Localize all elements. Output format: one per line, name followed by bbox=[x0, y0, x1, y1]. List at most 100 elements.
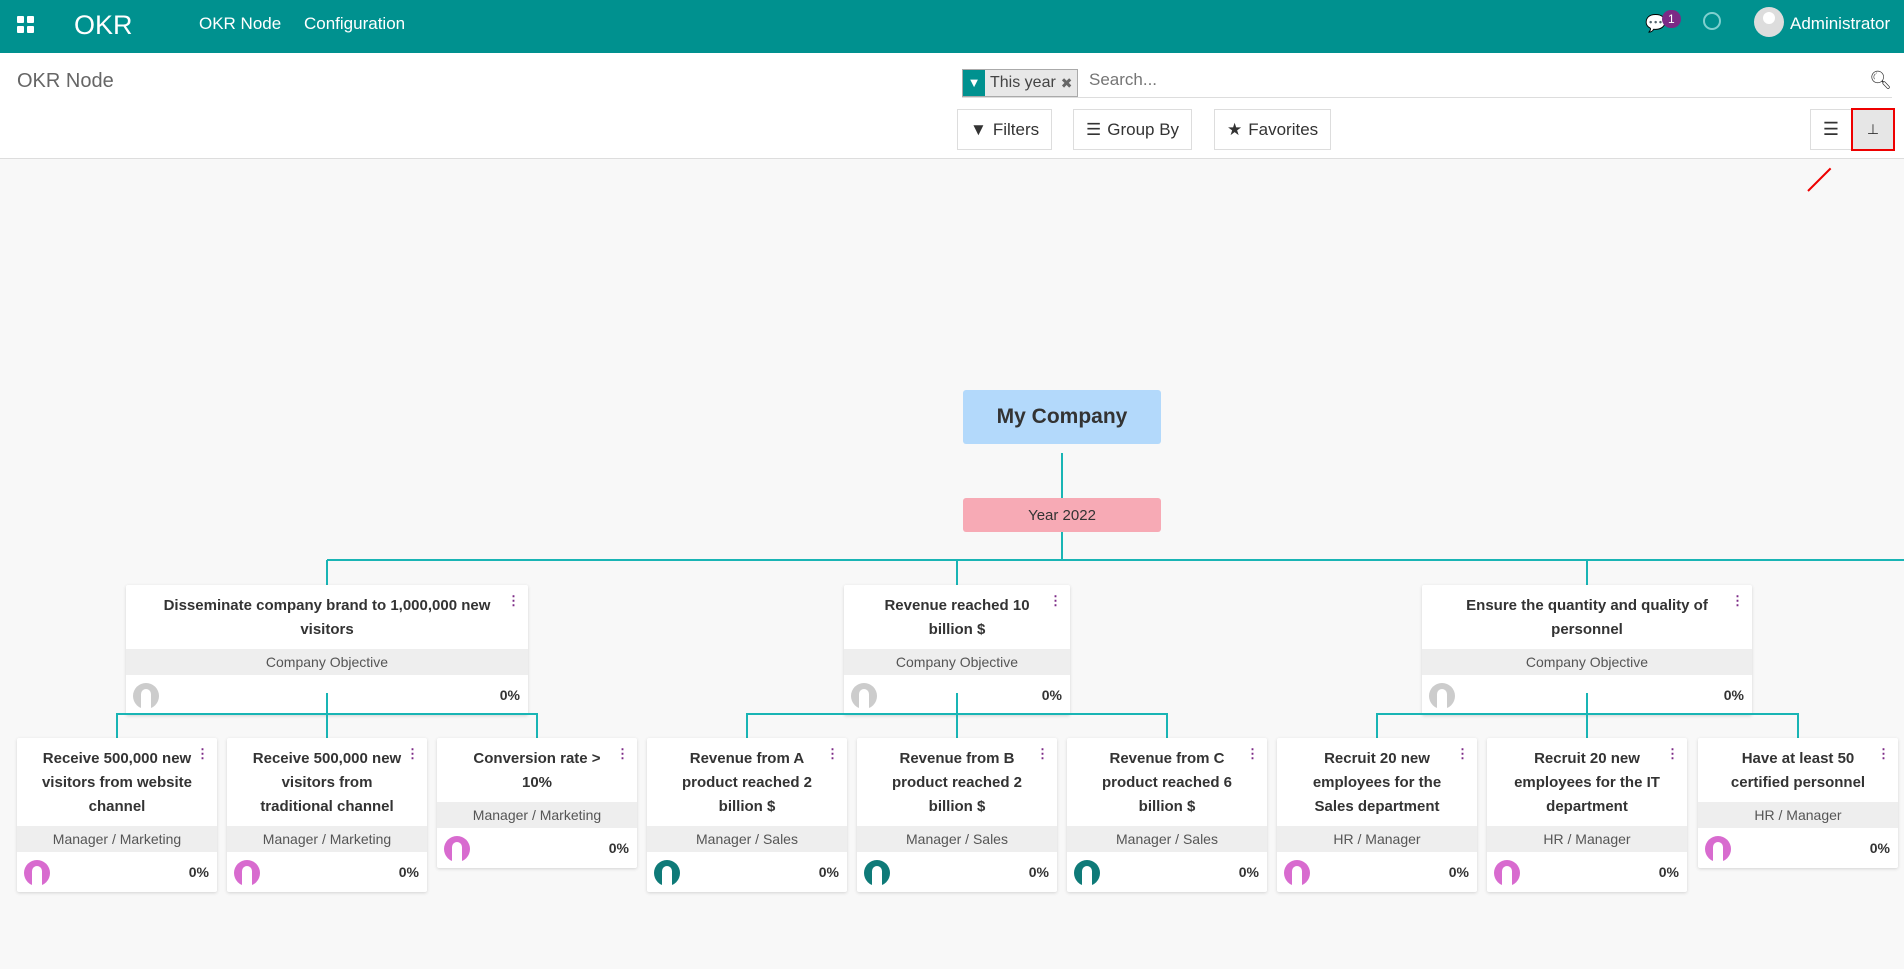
list-view-icon: ☰ bbox=[1822, 119, 1840, 139]
card-subtitle: HR / Manager bbox=[1487, 826, 1687, 852]
okr-card[interactable]: Revenue reached 10 billion $ ⋮ Company O… bbox=[844, 585, 1070, 715]
okr-card[interactable]: Revenue from B product reached 2 billion… bbox=[857, 738, 1057, 892]
card-title: Ensure the quantity and quality of perso… bbox=[1466, 597, 1708, 638]
connector-line bbox=[536, 713, 538, 738]
connector-line bbox=[1586, 560, 1588, 585]
connector-line bbox=[746, 713, 748, 738]
progress-value: 0% bbox=[499, 687, 520, 703]
card-menu-icon[interactable]: ⋮ bbox=[196, 746, 209, 761]
okr-card[interactable]: Recruit 20 new employees for the Sales d… bbox=[1277, 738, 1477, 892]
card-menu-icon[interactable]: ⋮ bbox=[1731, 593, 1744, 608]
app-brand[interactable]: OKR bbox=[74, 10, 133, 40]
group-by-button[interactable]: ☰ Group By bbox=[1073, 109, 1193, 150]
card-menu-icon[interactable]: ⋮ bbox=[1877, 746, 1890, 761]
menu-configuration[interactable]: Configuration bbox=[304, 14, 406, 33]
filter-icon: ▼ bbox=[970, 119, 987, 139]
remove-facet-icon[interactable]: ✖ bbox=[1060, 75, 1073, 91]
card-subtitle: Manager / Marketing bbox=[227, 826, 427, 852]
year-node[interactable]: Year 2022 bbox=[963, 498, 1161, 532]
connector-line bbox=[1061, 532, 1063, 560]
avatar bbox=[133, 683, 159, 709]
progress-value: 0% bbox=[1028, 864, 1049, 880]
card-title: Revenue reached 10 billion $ bbox=[884, 597, 1030, 638]
search-icon[interactable]: 🔍︎ bbox=[1869, 70, 1892, 90]
search-input[interactable] bbox=[1089, 70, 1789, 90]
user-avatar[interactable] bbox=[1754, 7, 1784, 37]
annotation-arrow bbox=[1807, 167, 1832, 192]
favorites-button[interactable]: ★ Favorites bbox=[1214, 109, 1332, 150]
connector-line bbox=[326, 693, 328, 714]
avatar bbox=[654, 860, 680, 886]
card-subtitle: Manager / Marketing bbox=[437, 802, 637, 828]
card-subtitle: Company Objective bbox=[126, 649, 528, 675]
card-title: Revenue from C product reached 6 billion… bbox=[1101, 750, 1233, 815]
progress-value: 0% bbox=[818, 864, 839, 880]
progress-value: 0% bbox=[398, 864, 419, 880]
okr-card[interactable]: Disseminate company brand to 1,000,000 n… bbox=[126, 585, 528, 715]
card-menu-icon[interactable]: ⋮ bbox=[1666, 746, 1679, 761]
filter-icon: ▼ bbox=[963, 70, 985, 96]
activity-clock-icon[interactable] bbox=[1703, 12, 1721, 30]
okr-card[interactable]: Conversion rate > 10% ⋮ Manager / Market… bbox=[437, 738, 637, 868]
avatar bbox=[24, 860, 50, 886]
card-menu-icon[interactable]: ⋮ bbox=[1456, 746, 1469, 761]
progress-value: 0% bbox=[1658, 864, 1679, 880]
avatar bbox=[1074, 860, 1100, 886]
page-title: OKR Node bbox=[17, 70, 114, 92]
okr-card[interactable]: Receive 500,000 new visitors from websit… bbox=[17, 738, 217, 892]
menu-okr-node[interactable]: OKR Node bbox=[199, 14, 282, 33]
control-panel: OKR Node ▼ This year ✖ 🔍︎ ▼Filters ☰Grou… bbox=[0, 53, 1904, 159]
filters-label: Filters bbox=[992, 119, 1040, 139]
card-title: Disseminate company brand to 1,000,000 n… bbox=[163, 597, 491, 638]
message-count-badge: 1 bbox=[1662, 10, 1681, 28]
connector-line bbox=[1586, 693, 1588, 714]
card-menu-icon[interactable]: ⋮ bbox=[826, 746, 839, 761]
user-menu[interactable]: Administrator bbox=[1790, 14, 1891, 33]
avatar bbox=[1494, 860, 1520, 886]
card-title: Receive 500,000 new visitors from tradit… bbox=[252, 750, 402, 815]
connector-line bbox=[956, 560, 958, 585]
filter-facet: ▼ This year ✖ bbox=[962, 69, 1078, 97]
connector-line bbox=[1166, 713, 1168, 738]
progress-value: 0% bbox=[1448, 864, 1469, 880]
card-menu-icon[interactable]: ⋮ bbox=[1049, 593, 1062, 608]
list-view-button[interactable]: ☰ bbox=[1810, 109, 1852, 150]
filters-button[interactable]: ▼ Filters bbox=[957, 109, 1053, 150]
card-title: Conversion rate > 10% bbox=[473, 750, 601, 791]
connector-line bbox=[116, 713, 118, 738]
progress-value: 0% bbox=[608, 840, 629, 856]
card-menu-icon[interactable]: ⋮ bbox=[1036, 746, 1049, 761]
okr-card[interactable]: Recruit 20 new employees for the IT depa… bbox=[1487, 738, 1687, 892]
card-menu-icon[interactable]: ⋮ bbox=[1246, 746, 1259, 761]
connector-line bbox=[326, 560, 328, 585]
card-menu-icon[interactable]: ⋮ bbox=[406, 746, 419, 761]
group-by-label: Group By bbox=[1107, 119, 1180, 139]
star-icon: ★ bbox=[1227, 119, 1243, 139]
okr-card[interactable]: Have at least 50 certified personnel ⋮ H… bbox=[1698, 738, 1898, 868]
list-icon: ☰ bbox=[1086, 119, 1102, 139]
hierarchy-view-button[interactable]: ⊥ bbox=[1851, 108, 1895, 151]
connector-line bbox=[327, 559, 1904, 561]
connector-line bbox=[1061, 453, 1063, 498]
card-menu-icon[interactable]: ⋮ bbox=[507, 593, 520, 608]
apps-menu-icon[interactable] bbox=[17, 16, 34, 33]
okr-card[interactable]: Revenue from A product reached 2 billion… bbox=[647, 738, 847, 892]
avatar bbox=[1284, 860, 1310, 886]
root-node[interactable]: My Company bbox=[963, 390, 1161, 444]
okr-card[interactable]: Receive 500,000 new visitors from tradit… bbox=[227, 738, 427, 892]
avatar bbox=[444, 836, 470, 862]
okr-card[interactable]: Revenue from C product reached 6 billion… bbox=[1067, 738, 1267, 892]
avatar bbox=[851, 683, 877, 709]
card-subtitle: HR / Manager bbox=[1277, 826, 1477, 852]
card-title: Recruit 20 new employees for the Sales d… bbox=[1312, 750, 1442, 815]
avatar bbox=[1705, 836, 1731, 862]
progress-value: 0% bbox=[1723, 687, 1744, 703]
card-title: Recruit 20 new employees for the IT depa… bbox=[1514, 750, 1660, 815]
avatar bbox=[234, 860, 260, 886]
messages-icon[interactable]: 💬 bbox=[1645, 14, 1667, 33]
card-menu-icon[interactable]: ⋮ bbox=[616, 746, 629, 761]
progress-value: 0% bbox=[1238, 864, 1259, 880]
card-subtitle: Manager / Sales bbox=[647, 826, 847, 852]
card-subtitle: Company Objective bbox=[1422, 649, 1752, 675]
connector-line bbox=[1376, 713, 1378, 738]
